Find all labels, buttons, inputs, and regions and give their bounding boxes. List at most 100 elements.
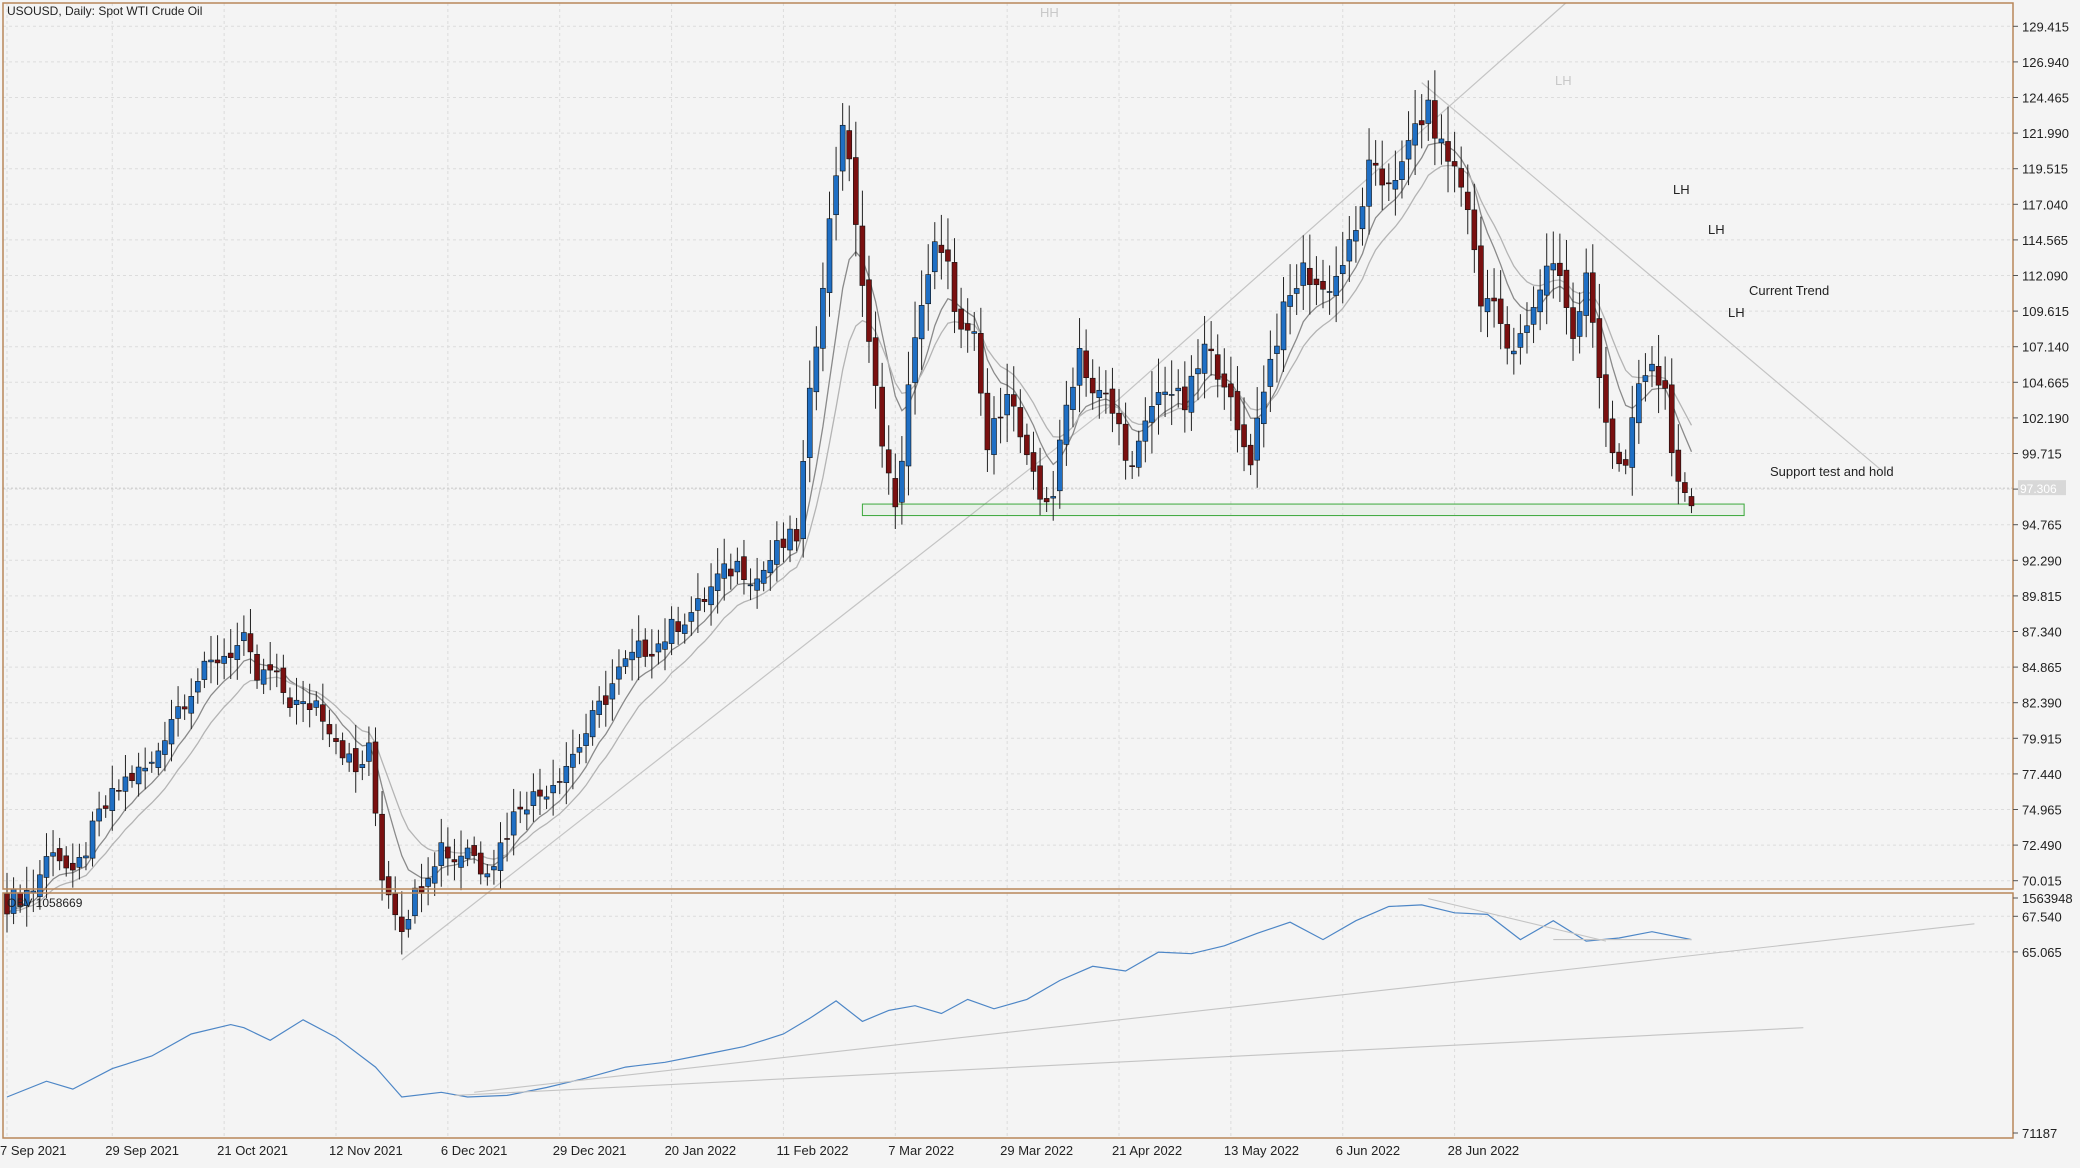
candle[interactable] xyxy=(1484,269,1491,338)
candle[interactable] xyxy=(945,218,951,290)
candle[interactable] xyxy=(70,843,76,888)
candle[interactable] xyxy=(484,863,491,886)
candle[interactable] xyxy=(418,863,425,913)
candle[interactable] xyxy=(1004,363,1010,443)
candle[interactable] xyxy=(1425,80,1432,141)
candle[interactable] xyxy=(333,724,339,755)
candle[interactable] xyxy=(1188,355,1195,431)
candle[interactable] xyxy=(727,553,734,590)
candle[interactable] xyxy=(1642,353,1649,402)
candle[interactable] xyxy=(708,563,714,626)
candle[interactable] xyxy=(116,779,122,801)
candle[interactable] xyxy=(1214,334,1221,398)
candle[interactable] xyxy=(254,644,260,689)
candle[interactable] xyxy=(1313,256,1320,306)
candle[interactable] xyxy=(352,724,359,793)
candle[interactable] xyxy=(372,727,379,827)
candle[interactable] xyxy=(1603,347,1609,447)
candle[interactable] xyxy=(583,713,589,764)
candle[interactable] xyxy=(1326,265,1333,315)
candle[interactable] xyxy=(359,750,366,781)
candle[interactable] xyxy=(747,568,754,601)
candle[interactable] xyxy=(997,387,1004,444)
candle[interactable] xyxy=(1616,443,1622,472)
candle[interactable] xyxy=(1208,321,1214,376)
candle[interactable] xyxy=(1024,423,1030,465)
candle[interactable] xyxy=(300,680,306,723)
candle[interactable] xyxy=(695,573,701,633)
candle[interactable] xyxy=(1175,369,1182,408)
candle[interactable] xyxy=(1260,365,1267,448)
candle[interactable] xyxy=(195,668,201,704)
candle[interactable] xyxy=(1135,430,1142,477)
candle[interactable] xyxy=(609,659,616,721)
candle[interactable] xyxy=(1142,397,1149,463)
candle[interactable] xyxy=(649,629,655,679)
candle[interactable] xyxy=(563,742,570,805)
candle[interactable] xyxy=(616,649,622,695)
candle[interactable] xyxy=(1162,366,1168,418)
candle[interactable] xyxy=(774,521,780,582)
candle[interactable] xyxy=(1307,234,1313,315)
candle[interactable] xyxy=(1438,114,1445,165)
candle[interactable] xyxy=(602,670,609,727)
candle[interactable] xyxy=(912,301,918,415)
candle[interactable] xyxy=(320,683,326,741)
candle[interactable] xyxy=(1155,358,1162,435)
candle[interactable] xyxy=(1445,106,1451,193)
candle[interactable] xyxy=(734,547,741,585)
candle[interactable] xyxy=(129,765,135,788)
candle[interactable] xyxy=(872,311,879,409)
candle[interactable] xyxy=(780,522,787,563)
candle[interactable] xyxy=(1688,488,1695,514)
candle[interactable] xyxy=(122,754,129,811)
candle[interactable] xyxy=(1392,150,1399,216)
candle[interactable] xyxy=(931,222,938,290)
candle[interactable] xyxy=(504,812,510,862)
candle[interactable] xyxy=(662,618,668,671)
candle[interactable] xyxy=(1511,327,1517,375)
candle[interactable] xyxy=(1636,359,1642,444)
candle[interactable] xyxy=(629,628,635,681)
candle[interactable] xyxy=(964,298,971,353)
candle[interactable] xyxy=(905,351,912,496)
candle[interactable] xyxy=(1030,431,1037,490)
candle[interactable] xyxy=(221,638,227,680)
candle[interactable] xyxy=(1247,433,1254,476)
candle[interactable] xyxy=(1228,356,1234,422)
candle[interactable] xyxy=(1070,367,1076,428)
candle[interactable] xyxy=(813,326,820,411)
candle[interactable] xyxy=(806,360,813,483)
candle[interactable] xyxy=(148,751,155,773)
candle[interactable] xyxy=(1596,283,1603,409)
candle[interactable] xyxy=(688,596,695,636)
candle[interactable] xyxy=(741,539,747,595)
candle[interactable] xyxy=(1504,306,1511,365)
candle[interactable] xyxy=(83,842,89,871)
candle[interactable] xyxy=(1076,318,1083,413)
candle[interactable] xyxy=(451,838,458,881)
candle[interactable] xyxy=(1221,348,1228,410)
candle[interactable] xyxy=(392,876,399,931)
candle[interactable] xyxy=(1063,380,1070,466)
candle[interactable] xyxy=(1649,346,1655,388)
candle[interactable] xyxy=(859,190,866,317)
candle[interactable] xyxy=(1537,269,1543,331)
candle[interactable] xyxy=(168,699,175,762)
candle[interactable] xyxy=(1339,232,1346,304)
candle[interactable] xyxy=(1372,140,1379,186)
candle[interactable] xyxy=(510,788,517,856)
candle[interactable] xyxy=(1037,447,1043,516)
candle[interactable] xyxy=(477,841,484,885)
candle[interactable] xyxy=(346,742,352,772)
candle[interactable] xyxy=(142,747,148,790)
candle[interactable] xyxy=(1089,359,1096,410)
candle[interactable] xyxy=(892,453,899,529)
candle[interactable] xyxy=(1497,270,1504,350)
candle[interactable] xyxy=(1353,206,1359,263)
candle[interactable] xyxy=(385,860,392,909)
candle[interactable] xyxy=(412,879,418,924)
candle[interactable] xyxy=(530,773,537,822)
candle[interactable] xyxy=(1418,94,1425,149)
